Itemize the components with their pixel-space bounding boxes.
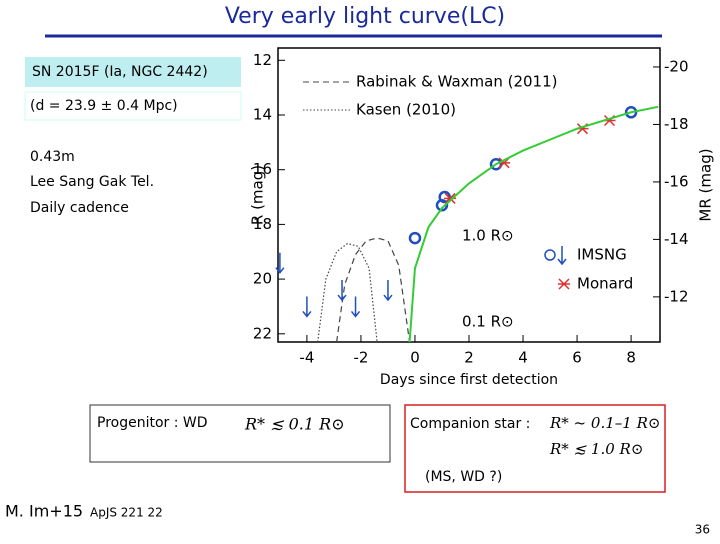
y-tick-label: 12: [253, 51, 272, 69]
distance: (d = 23.9 ± 0.4 Mpc): [30, 98, 178, 114]
companion-formula: R* ~ 0.1–1 R⊙: [549, 414, 660, 432]
upper-limit: [275, 252, 285, 274]
legend-swatch: [544, 249, 556, 261]
x-tick-label: 6: [572, 349, 582, 367]
upper-limit: [383, 280, 393, 302]
model-curve: [408, 105, 659, 343]
y2-tick-label: -18: [664, 115, 689, 133]
companion-formula: R* ≲ 1.0 R⊙: [549, 440, 643, 458]
target-box: [25, 57, 241, 87]
y-axis-label: R (mag): [249, 165, 267, 225]
slide-title: Very early light curve(LC): [225, 4, 505, 29]
upper-limit: [350, 296, 361, 318]
x-axis-label: Days since first detection: [380, 372, 558, 388]
upper-limit: [302, 296, 312, 318]
legend-swatch: [557, 246, 567, 266]
y2-axis-label: MR (mag): [697, 148, 715, 221]
companion-box: [404, 404, 666, 493]
y-tick-label: 14: [253, 106, 272, 124]
x-tick-label: 2: [464, 349, 474, 367]
y2-tick-label: -20: [664, 57, 689, 75]
data-point: [408, 231, 422, 245]
x-tick-label: -2: [353, 349, 368, 367]
x-tick-label: -4: [299, 349, 314, 367]
model-curve: [317, 242, 378, 343]
telescope-line: 0.43m: [30, 149, 75, 165]
y2-tick-label: -16: [664, 172, 689, 190]
target: SN 2015F (Ia, NGC 2442): [32, 64, 208, 80]
telescope-line: Lee Sang Gak Tel.: [30, 174, 154, 190]
upper-limit: [337, 280, 347, 302]
legend-swatch: [558, 278, 570, 290]
annotation: 0.1 R⊙: [462, 313, 514, 331]
data-point: [444, 192, 457, 204]
legend-label: IMSNG: [577, 246, 627, 264]
plot-frame: [277, 47, 661, 343]
companion-note: (MS, WD ?): [425, 469, 502, 485]
model-curve: [336, 237, 411, 343]
progenitor-box: [89, 404, 391, 463]
y-tick-label: 20: [253, 270, 272, 288]
legend-label: Rabinak & Waxman (2011): [356, 73, 558, 91]
y-tick-label: 16: [253, 160, 272, 178]
ref-journal: ApJS 221 22: [90, 506, 163, 520]
y2-tick-label: -14: [664, 230, 689, 248]
y2-tick-label: -12: [664, 287, 689, 305]
page-number: 36: [695, 523, 710, 537]
companion-label: Companion star :: [410, 416, 530, 432]
y-tick-label: 22: [253, 324, 272, 342]
distance-box: [24, 91, 242, 121]
data-point: [489, 157, 503, 171]
x-tick-label: 0: [410, 349, 420, 367]
y-tick-label: 18: [253, 215, 272, 233]
ref-authors: M. Im+15: [5, 502, 83, 521]
progenitor-formula: R* ≲ 0.1 R⊙: [244, 415, 345, 434]
legend-label: Kasen (2010): [356, 101, 456, 119]
x-tick-label: 8: [626, 349, 636, 367]
legend-label: Monard: [577, 275, 633, 293]
telescope-line: Daily cadence: [30, 200, 129, 216]
progenitor-label: Progenitor : WD: [97, 415, 208, 431]
x-tick-label: 4: [518, 349, 528, 367]
annotation: 1.0 R⊙: [462, 227, 514, 245]
